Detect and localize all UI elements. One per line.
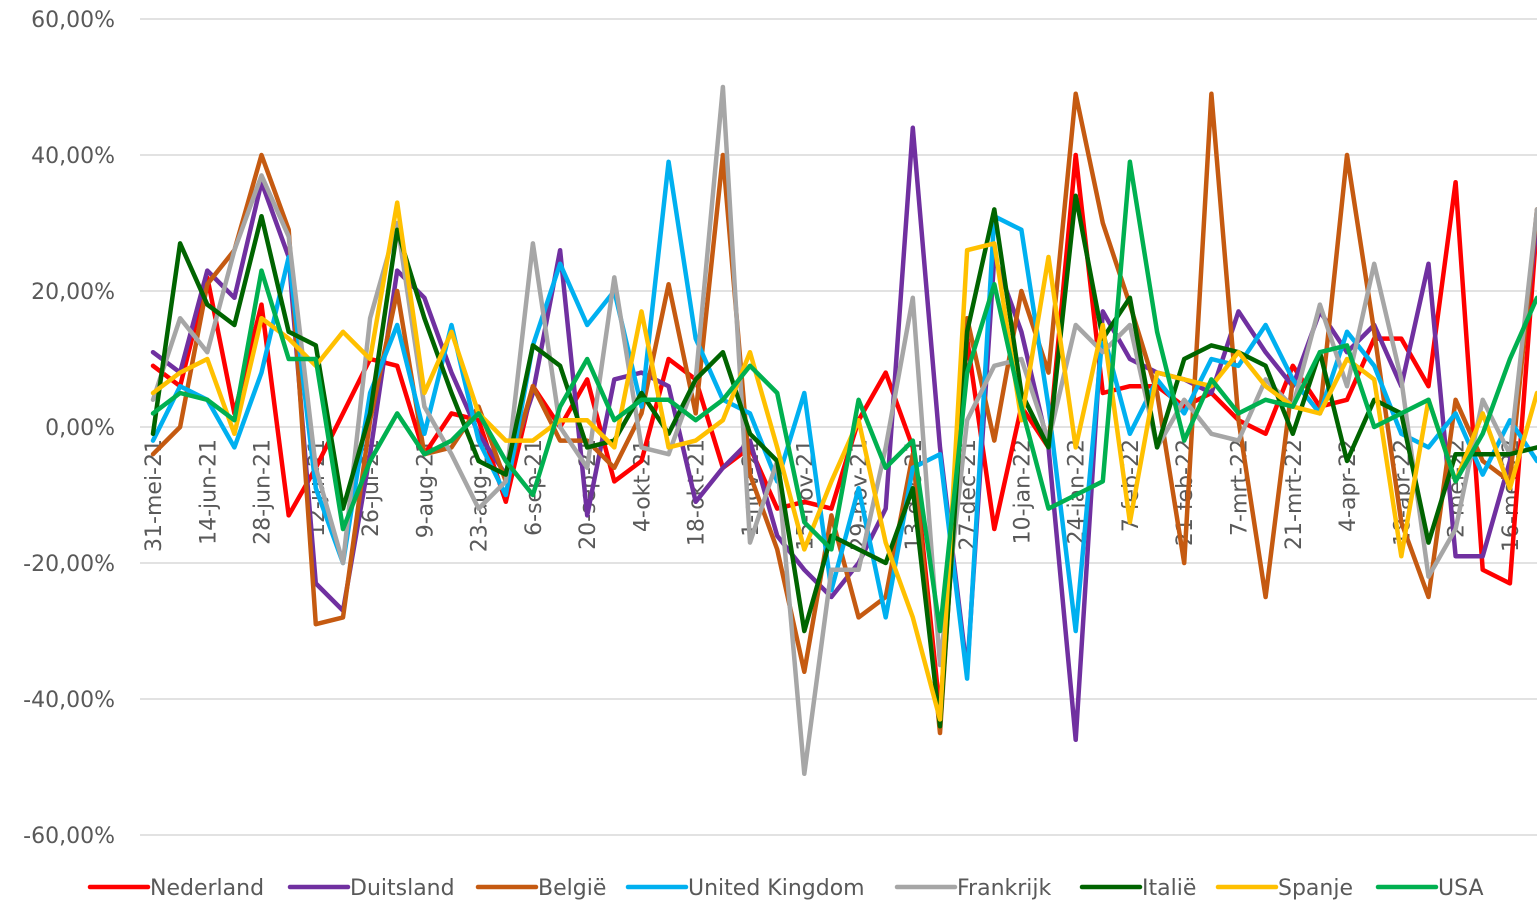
y-tick-label: 20,00%: [31, 280, 115, 305]
y-tick-label: -40,00%: [23, 688, 115, 713]
legend-label: Italië: [1142, 876, 1196, 900]
x-tick-label: 28-jun-21: [251, 439, 276, 545]
legend-label: België: [538, 876, 606, 900]
y-tick-label: 0,00%: [45, 416, 115, 441]
series-line: [150, 200, 1537, 722]
x-tick-label: 18-okt-21: [685, 439, 710, 546]
y-tick-label: 40,00%: [31, 144, 115, 169]
legend-label: Nederland: [150, 876, 264, 900]
series-line: [150, 159, 1537, 634]
series-line: [150, 125, 1537, 743]
series-line: [150, 152, 1537, 715]
x-tick-label: 21-mrt-22: [1282, 439, 1307, 550]
legend-label: Duitsland: [350, 876, 455, 900]
y-tick-label: -60,00%: [23, 824, 115, 849]
series-line: [150, 84, 1537, 777]
legend-label: Spanje: [1278, 876, 1353, 900]
x-tick-label: 14-jun-21: [196, 439, 221, 545]
x-tick-label: 31-mei-21: [142, 439, 167, 552]
legend-label: USA: [1438, 876, 1484, 900]
series-line: [150, 193, 1537, 729]
y-tick-label: -20,00%: [23, 552, 115, 577]
x-tick-label: 10-jan-22: [1010, 439, 1035, 544]
legend-label: Frankrijk: [957, 876, 1052, 900]
y-tick-label: 60,00%: [31, 8, 115, 33]
legend-label: United Kingdom: [688, 876, 865, 900]
